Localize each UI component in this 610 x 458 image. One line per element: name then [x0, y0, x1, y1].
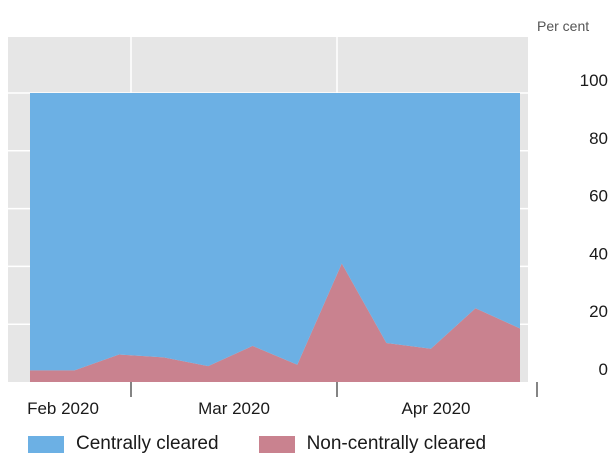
y-tick-label-80: 80 — [589, 129, 608, 148]
area-non-centrally-cleared — [30, 263, 520, 382]
x-tick-label-1: Mar 2020 — [198, 399, 270, 418]
y-tick-label-60: 60 — [589, 187, 608, 206]
y-tick-label-100: 100 — [580, 71, 608, 90]
legend-label-centrally-cleared: Centrally cleared — [76, 433, 219, 454]
x-tick-label-2: Apr 2020 — [402, 399, 471, 418]
y-unit-label: Per cent — [537, 18, 589, 34]
legend-swatch-non-centrally-cleared — [258, 435, 295, 453]
y-tick-label-20: 20 — [589, 302, 608, 321]
legend-label-non-centrally-cleared: Non-centrally cleared — [306, 433, 487, 454]
legend-swatch-centrally-cleared — [28, 435, 64, 453]
legend-item-centrally-cleared: Centrally cleared — [28, 433, 219, 455]
area-centrally-cleared — [30, 93, 520, 371]
legend-item-non-centrally-cleared: Non-centrally cleared — [258, 433, 487, 455]
chart-areas — [30, 93, 520, 382]
y-axis-labels: 0 20 40 60 80 100 — [580, 71, 608, 379]
y-tick-label-0: 0 — [599, 360, 608, 379]
y-tick-label-40: 40 — [589, 244, 608, 263]
x-axis: Feb 2020 Mar 2020 Apr 2020 — [27, 382, 538, 418]
legend: Centrally cleared Non-centrally cleared — [28, 433, 526, 455]
x-tick-label-0: Feb 2020 — [27, 399, 99, 418]
